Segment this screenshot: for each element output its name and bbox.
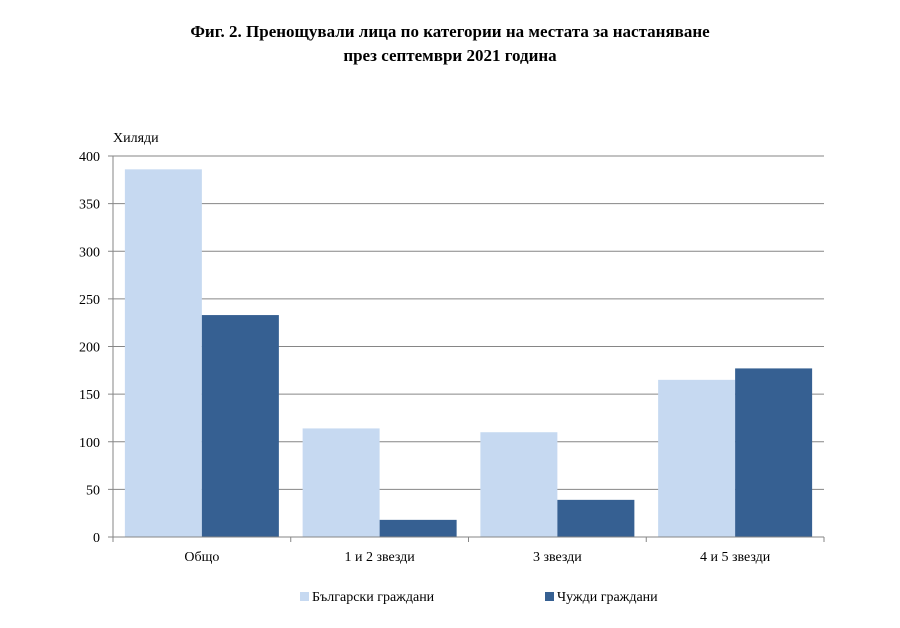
x-tick-label: Общо xyxy=(184,550,219,565)
legend-item: Български граждани xyxy=(300,590,435,605)
bar xyxy=(735,368,813,537)
y-axis-ticks: 0 50 100 150 200 250 300 350 400 xyxy=(79,150,113,546)
bar xyxy=(379,519,457,537)
y-tick-label: 100 xyxy=(79,436,100,451)
y-tick-label: 150 xyxy=(79,388,100,403)
x-axis-labels: Общо 1 и 2 звезди 3 звезди 4 и 5 звезди xyxy=(184,550,770,565)
x-tick-label: 1 и 2 звезди xyxy=(344,550,415,565)
x-tick-label: 4 и 5 звезди xyxy=(700,550,771,565)
y-tick-label: 200 xyxy=(79,341,100,356)
x-tick-label: 3 звезди xyxy=(533,550,582,565)
legend-label: Български граждани xyxy=(312,590,435,605)
bar xyxy=(658,379,736,537)
bar xyxy=(201,315,279,537)
bars xyxy=(124,169,813,537)
legend-swatch xyxy=(545,592,554,601)
legend-swatch xyxy=(300,592,309,601)
chart-title: Фиг. 2. Пренощували лица по категории на… xyxy=(0,20,900,68)
legend-label: Чужди граждани xyxy=(557,590,658,605)
bar xyxy=(302,428,380,537)
legend: Български граждани Чужди граждани xyxy=(300,590,658,605)
y-tick-label: 300 xyxy=(79,245,100,260)
y-tick-label: 50 xyxy=(86,483,100,498)
y-tick-label: 350 xyxy=(79,198,100,213)
y-axis-unit-label: Хиляди xyxy=(113,131,159,146)
y-tick-label: 0 xyxy=(93,531,100,546)
axes xyxy=(112,156,825,542)
chart-title-line-2: през септември 2021 година xyxy=(343,46,557,65)
bar xyxy=(480,432,558,537)
bar xyxy=(124,169,202,537)
y-tick-label: 250 xyxy=(79,293,100,308)
y-tick-label: 400 xyxy=(79,150,100,165)
chart-title-line-1: Фиг. 2. Пренощували лица по категории на… xyxy=(190,22,710,41)
bar xyxy=(557,499,635,537)
legend-item: Чужди граждани xyxy=(545,590,658,605)
